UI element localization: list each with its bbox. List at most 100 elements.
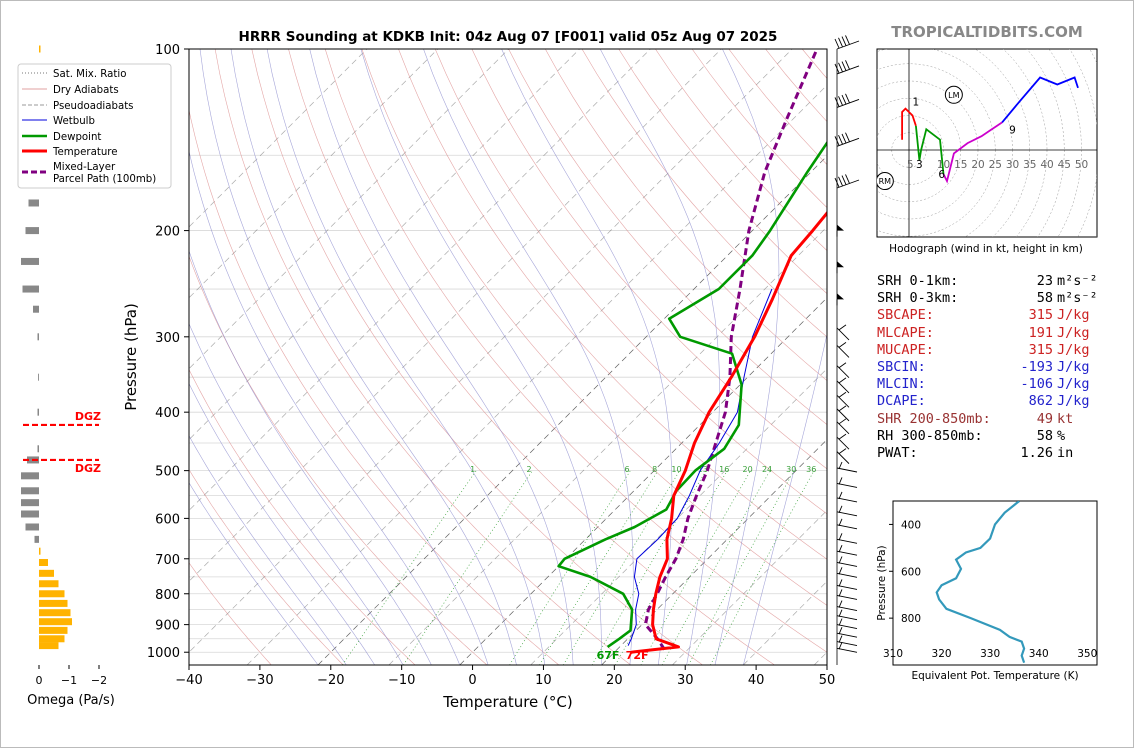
stat-value: -106: [1020, 376, 1053, 393]
isotherm: [189, 49, 439, 299]
dry-adiabat: [398, 49, 827, 560]
barb-flag: [841, 133, 847, 144]
barb-shaft: [836, 647, 858, 653]
barb-flag: [838, 491, 843, 500]
mixing-ratio-line: [539, 470, 659, 665]
x-tick-label: 40: [748, 673, 765, 688]
mixing-ratio-line: [403, 470, 533, 665]
stat-unit: J/kg: [1057, 376, 1090, 393]
chart-title: HRRR Sounding at KDKB Init: 04z Aug 07 […: [239, 29, 778, 45]
pseudoadiabat: [599, 49, 720, 665]
stat-label: DCAPE:: [877, 393, 926, 410]
wind-barb: [836, 293, 844, 306]
skewt-background-lines: 1 2 6 8 10 13 16 20 24 30 36: [189, 49, 827, 665]
wind-barb: [836, 579, 858, 590]
hodograph-height-label: 3: [916, 159, 923, 171]
barb-flag: [841, 175, 847, 185]
barb-flag: [834, 97, 840, 107]
barb-flag: [834, 136, 840, 146]
omega-tick-label: 0: [36, 674, 43, 687]
barb-pennant: [837, 293, 844, 300]
barb-flag: [838, 545, 843, 553]
barb-shaft: [836, 482, 858, 488]
omega-bar: [39, 626, 68, 634]
omega-bar: [39, 618, 72, 626]
hodograph-trace: [942, 121, 1003, 184]
mixing-ratio-label: 6: [625, 465, 630, 474]
wind-barb: [836, 377, 850, 394]
barb-flag: [838, 600, 843, 608]
stat-unit: J/kg: [1057, 393, 1090, 410]
pseudoadiabat: [189, 382, 375, 665]
dgz-label: DGZ: [75, 410, 101, 423]
mixing-ratio-line: [661, 470, 771, 665]
y-tick-label: 800: [155, 588, 180, 603]
mixing-ratio-label: 1: [470, 465, 475, 474]
stat-unit: kt: [1057, 410, 1074, 427]
pseudoadiabat: [423, 49, 634, 665]
stat-value: 1.26: [1020, 444, 1053, 461]
barb-flag: [838, 433, 847, 440]
wind-barb: [836, 342, 850, 358]
series-temperature-line: [631, 210, 827, 654]
barb-flag: [838, 505, 843, 513]
wind-barb: [836, 261, 844, 274]
barb-flag: [838, 567, 843, 575]
omega-bar: [25, 523, 39, 531]
hodograph-ring-label: 20: [971, 159, 984, 171]
stat-row: MLCIN: -106 J/kg: [877, 376, 1127, 393]
barb-shaft: [836, 606, 858, 611]
stat-unit: m²s⁻²: [1057, 273, 1098, 289]
isotherm: [189, 49, 651, 511]
wind-barb: [836, 518, 858, 530]
omega-bar: [21, 472, 39, 480]
y-tick-label: 300: [155, 331, 180, 346]
dry-adiabat: [288, 49, 775, 665]
isotherm: [189, 49, 509, 370]
omega-bar: [39, 580, 59, 588]
stat-row: SRH 0-1km: 23 m²s⁻²: [877, 273, 1127, 290]
stat-label: SRH 0-1km:: [877, 273, 959, 289]
wind-barb: [836, 362, 850, 379]
mixing-ratio-line: [614, 470, 728, 665]
stat-row: PWAT: 1.26 in: [877, 445, 1127, 462]
omega-tick-label: −1: [61, 674, 77, 687]
barb-flag: [845, 35, 850, 45]
hodograph-trace: [901, 107, 917, 140]
omega-bar: [39, 635, 65, 643]
x-tick-label: −10: [388, 673, 415, 688]
dry-adiabat: [471, 49, 827, 470]
barb-flag: [838, 362, 847, 369]
barb-shaft: [836, 585, 858, 590]
wind-barb: [836, 589, 858, 600]
theta-e-plot: [935, 501, 1026, 664]
x-tick-label: 50: [819, 673, 836, 688]
barb-shaft: [836, 65, 860, 75]
stat-label: RH 300-850mb:: [877, 427, 983, 444]
wind-barb: [836, 567, 858, 578]
surface-dewpoint-label: 67F: [597, 649, 620, 662]
legend-label: Temperature: [52, 147, 118, 158]
y-tick-label: 600: [155, 512, 180, 527]
hodograph-grid: 5 10 15 20 25 30 35 40 45 50 1 3 6 9 LM RM: [877, 49, 1097, 237]
storm-motion-marker: [944, 85, 963, 104]
pseudoadiabat: [199, 49, 489, 665]
barb-flag: [838, 477, 843, 485]
stat-row: SBCAPE: 315 J/kg: [877, 307, 1127, 324]
stat-value: -193: [1020, 358, 1053, 375]
wind-barb: [836, 642, 858, 653]
stat-value: 862: [1028, 393, 1053, 410]
barb-flag: [838, 518, 843, 527]
hodograph-frame: [876, 48, 1098, 238]
stat-label: MUCAPE:: [877, 341, 934, 358]
barb-shaft: [836, 511, 858, 517]
dry-adiabat: [324, 49, 827, 653]
omega-bar: [28, 199, 39, 207]
wind-barb: [836, 600, 858, 611]
omega-bar: [39, 609, 71, 617]
barb-flag: [838, 642, 843, 650]
mixing-ratio-line: [591, 470, 707, 665]
stat-row: SRH 0-3km: 58 m²s⁻²: [877, 290, 1127, 307]
stat-value: 49: [1036, 410, 1053, 427]
barb-flag: [845, 174, 850, 184]
